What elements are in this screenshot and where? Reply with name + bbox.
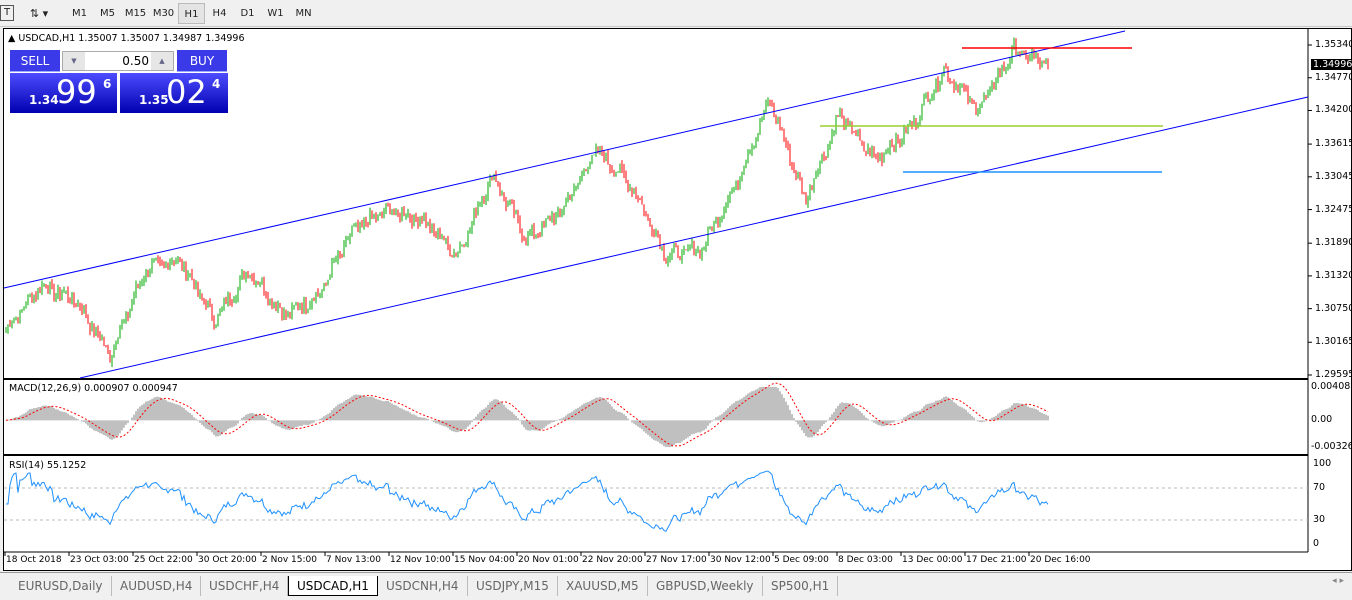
tab-usdjpy-m15[interactable]: USDJPY,M15 [468,576,558,596]
timeframe-m1[interactable]: M1 [72,8,87,19]
chart-tabs: EURUSD,Daily AUDUSD,H4 USDCHF,H4 USDCAD,H1 U… [0,572,1352,600]
tab-xauusd-m5[interactable]: XAUUSD,M5 [558,576,648,596]
channel-upper-line [3,30,1126,289]
lot-stepper[interactable]: ▼ 0.50 ▲ [62,51,174,71]
time-label: 20 Dec 16:00 [1030,555,1091,565]
time-label: 12 Nov 10:00 [390,555,451,565]
price-label: 1.33615 [1315,138,1352,150]
rsi-axis-label: 30 [1313,514,1326,525]
time-label: 15 Nov 04:00 [454,555,515,565]
price-label: 1.32475 [1315,203,1352,215]
buy-price-prefix: 1.35 [139,93,169,107]
time-label: 27 Nov 17:00 [646,555,707,565]
time-label: 2 Nov 15:00 [262,555,317,565]
time-label: 13 Dec 00:00 [902,555,963,565]
macd-axis-label: 0.00 [1311,414,1333,426]
lot-decrease-button[interactable]: ▼ [63,52,85,70]
time-label: 7 Nov 13:00 [326,555,381,565]
macd-axis-label: 0.004083 [1311,381,1352,392]
price-label: 1.34770 [1315,71,1352,83]
time-label: 30 Oct 20:00 [198,555,257,565]
sell-button[interactable]: SELL [10,50,60,72]
timeframe-d1[interactable]: D1 [240,8,255,19]
rsi-axis-label: 0 [1313,538,1320,549]
rsi-axis-label: 100 [1313,458,1332,469]
timeframe-w1[interactable]: W1 [267,8,284,19]
tab-audusd-h4[interactable]: AUDUSD,H4 [112,576,202,596]
price-label: 1.35340 [1315,39,1352,50]
lot-increase-button[interactable]: ▲ [151,52,173,70]
tab-usdchf-h4[interactable]: USDCHF,H4 [201,576,289,596]
timeframe-m5[interactable]: M5 [100,8,115,19]
time-label: 18 Oct 2018 [6,555,62,565]
price-label: 1.29595 [1315,369,1352,380]
time-label: 5 Dec 09:00 [774,555,829,565]
timeframe-h4[interactable]: H4 [212,8,227,19]
time-label: 20 Nov 01:00 [518,555,579,565]
chart-header: ▲ USDCAD,H1 1.35007 1.35007 1.34987 1.34… [8,33,245,44]
time-label: 17 Dec 21:00 [966,555,1027,565]
time-label: 8 Dec 03:00 [838,555,893,565]
objects-dropdown-icon[interactable]: ⇅ ▾ [29,7,49,20]
sell-price-panel[interactable]: 1.34 99 6 [10,73,117,113]
buy-button[interactable]: BUY [177,50,227,72]
tab-eurusd-daily[interactable]: EURUSD,Daily [10,576,112,596]
tab-gbpusd-weekly[interactable]: GBPUSD,Weekly [648,576,763,596]
current-price-label: 1.34996 [1311,58,1352,70]
price-label: 1.30750 [1315,302,1352,314]
price-label: 1.31890 [1315,237,1352,249]
chart-ohlc: USDCAD,H1 1.35007 1.35007 1.34987 1.3499… [18,33,245,44]
text-tool-button[interactable]: T [0,5,14,21]
sell-price-big: 99 [56,73,97,111]
time-label: 23 Oct 03:00 [70,555,129,565]
rsi-label: RSI(14) 55.1252 [9,460,87,471]
buy-price-panel[interactable]: 1.35 02 4 [120,73,228,113]
tab-sp500-h1[interactable]: SP500,H1 [763,576,839,596]
price-label: 1.33045 [1315,170,1352,182]
buy-price-big: 02 [166,73,207,111]
sell-price-prefix: 1.34 [29,93,59,107]
buy-price-pip: 4 [212,77,221,91]
pane-separator [4,454,1308,456]
price-label: 1.34200 [1315,104,1352,116]
channel-lower-line [79,96,1309,379]
pane-separator [4,378,1308,380]
price-label: 1.31320 [1315,269,1352,281]
time-label: 22 Nov 20:00 [582,555,643,565]
tab-scroll-arrows-icon[interactable]: ◂ ▸ [1332,576,1344,586]
timeframe-m15[interactable]: M15 [124,8,147,19]
macd-axis-label: -0.003262 [1311,441,1352,452]
timeframe-m30[interactable]: M30 [152,8,175,19]
macd-label: MACD(12,26,9) 0.000907 0.000947 [9,383,178,394]
tab-usdcnh-h4[interactable]: USDCNH,H4 [378,576,468,596]
timeframe-h1[interactable]: H1 [178,3,205,24]
timeframe-mn[interactable]: MN [295,8,312,19]
time-label: 25 Oct 22:00 [134,555,193,565]
macd-signal-line [5,382,1049,447]
tab-usdcad-h1[interactable]: USDCAD,H1 [288,576,378,596]
rsi-axis-label: 70 [1313,482,1326,493]
time-label: 30 Nov 12:00 [710,555,771,565]
price-label: 1.30165 [1315,336,1352,348]
sell-price-pip: 6 [103,77,112,91]
rsi-line [6,470,1049,532]
toolbar: T ⇅ ▾ M1 M5 M15 M30 H1 H4 D1 W1 MN [0,0,1352,27]
lot-input[interactable]: 0.50 [122,54,149,68]
